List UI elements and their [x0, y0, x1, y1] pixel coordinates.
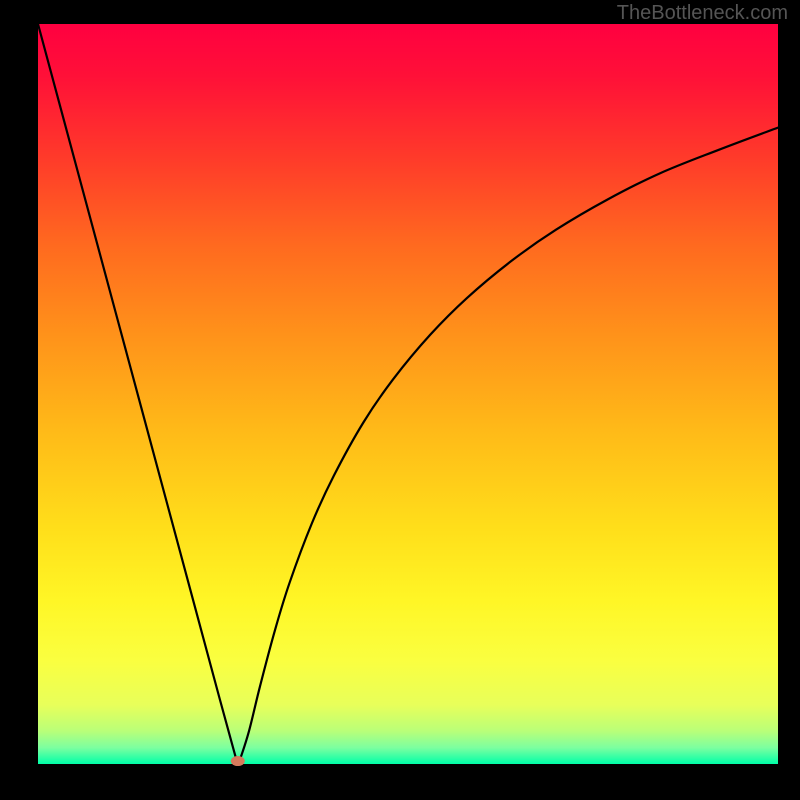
- optimal-point-marker: [231, 756, 245, 766]
- watermark-text: TheBottleneck.com: [617, 2, 788, 25]
- chart-container: { "watermark": { "text": "TheBottleneck.…: [0, 0, 800, 800]
- heat-gradient-bg: [38, 24, 778, 764]
- bottleneck-chart: [0, 0, 800, 800]
